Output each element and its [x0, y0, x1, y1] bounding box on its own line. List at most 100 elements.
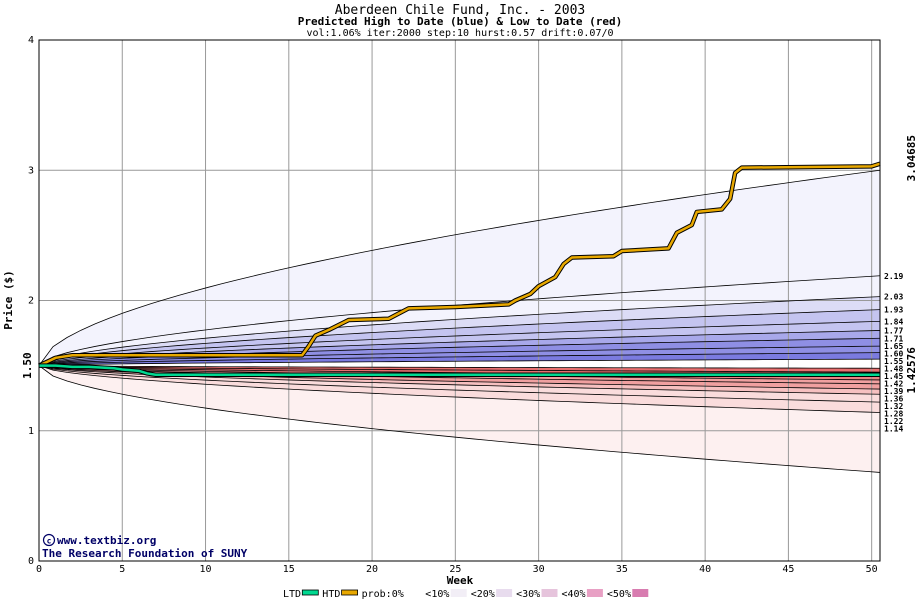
right-probability-label: 2.03	[884, 293, 903, 302]
right-probability-label: 1.45	[884, 372, 903, 381]
credit-site: www.textbiz.org	[57, 534, 156, 547]
x-tick-label: 40	[699, 564, 711, 575]
probability-band	[39, 338, 880, 366]
probability-band	[39, 170, 880, 366]
legend-label: LTD	[283, 589, 301, 600]
probability-band	[39, 365, 880, 403]
legend-swatch	[541, 589, 558, 597]
legend: LTD HTD prob:0% <10% <20% <30% <40% <50%	[283, 589, 649, 600]
right-probability-label: 1.39	[884, 387, 903, 396]
contour-line	[38, 320, 881, 367]
grid-lines	[38, 39, 880, 562]
legend-swatch	[632, 589, 649, 597]
x-axis-label: Week	[447, 574, 474, 587]
right-probability-label: 1.22	[884, 417, 903, 426]
probability-band	[39, 365, 880, 373]
chart-title: Aberdeen Chile Fund, Inc. - 2003	[335, 3, 585, 18]
right-probability-label: 1.14	[884, 425, 903, 434]
right-probability-label: 1.60	[884, 350, 903, 359]
chart-params: vol:1.06% iter:2000 step:10 hurst:0.57 d…	[306, 28, 613, 39]
contour-line	[38, 352, 881, 367]
right-probability-label: 1.77	[884, 326, 903, 335]
x-tick-label: 5	[119, 564, 125, 575]
contour-line	[38, 296, 881, 366]
series-line	[38, 162, 881, 367]
contour-line	[38, 365, 881, 413]
y-tick-label: 3	[28, 165, 34, 176]
contour-line	[38, 365, 881, 373]
right-probability-label: 1.28	[884, 410, 903, 419]
y-tick-label: 0	[28, 556, 34, 567]
probability-band	[39, 296, 880, 366]
htd-end-label: 3.04685	[905, 135, 918, 181]
legend-label: HTD	[322, 589, 340, 600]
probability-band	[39, 365, 880, 390]
probability-bands	[39, 170, 880, 473]
x-tick-label: 0	[36, 564, 42, 575]
probability-band	[39, 365, 880, 395]
x-axis-ticks: 0 5 10 15 20 25 30 35 40 45 50	[36, 564, 878, 575]
probability-band	[39, 365, 880, 384]
probability-band	[39, 321, 880, 366]
contour-line	[38, 345, 881, 367]
series-lines	[38, 161, 881, 377]
y-axis-label: Price ($)	[2, 270, 15, 330]
chart-subtitle: Predicted High to Date (blue) & Low to D…	[298, 15, 623, 28]
probability-band	[39, 365, 880, 473]
right-probability-label: 1.93	[884, 306, 903, 315]
contour-line	[38, 169, 881, 366]
right-probability-label: 1.42	[884, 380, 903, 389]
series-line	[39, 364, 880, 376]
right-probability-label: 1.71	[884, 334, 903, 343]
start-price-label: 1.50	[21, 352, 34, 379]
probability-band	[39, 346, 880, 366]
legend-label: <10%	[425, 589, 449, 600]
contour-line	[38, 358, 881, 367]
legend-swatch	[586, 589, 603, 597]
x-tick-label: 45	[782, 564, 794, 575]
right-probability-label: 1.65	[884, 342, 903, 351]
probability-band	[39, 365, 880, 413]
contour-line	[38, 365, 881, 385]
x-tick-label: 10	[200, 564, 212, 575]
x-tick-label: 30	[533, 564, 545, 575]
y-tick-label: 2	[28, 296, 34, 307]
legend-swatch	[341, 589, 359, 596]
legend-label: <30%	[516, 589, 540, 600]
legend-swatch	[450, 589, 467, 597]
copyright-icon: c	[42, 533, 56, 547]
probability-band	[39, 359, 880, 369]
y-axis-ticks: 0 1 2 3 4	[28, 35, 34, 567]
legend-label: <20%	[471, 589, 495, 600]
x-tick-label: 25	[449, 564, 461, 575]
legend-swatch	[496, 589, 513, 597]
right-probability-label: 1.55	[884, 357, 903, 366]
x-tick-label: 50	[866, 564, 878, 575]
probability-band	[39, 275, 880, 366]
contour-line	[38, 365, 881, 403]
contour-line	[38, 365, 881, 369]
legend-label: prob:0%	[362, 589, 404, 600]
right-probability-label: 2.19	[884, 272, 903, 281]
right-probability-labels: 2.19 2.03 1.93 1.841.771.711.651.601.551.48…	[884, 272, 903, 434]
plot-frame	[38, 39, 881, 562]
ltd-end-label: 1.42576	[905, 347, 918, 394]
y-tick-label: 4	[28, 35, 34, 46]
legend-swatch	[405, 589, 422, 597]
probability-band	[39, 330, 880, 366]
x-tick-label: 20	[366, 564, 378, 575]
right-probability-label: 1.32	[884, 402, 903, 411]
probability-band	[39, 309, 880, 366]
contour-line	[38, 309, 881, 366]
right-probability-label: 1.36	[884, 395, 903, 404]
svg-text:c: c	[47, 537, 52, 546]
y-tick-label: 1	[28, 426, 34, 437]
x-tick-label: 35	[616, 564, 628, 575]
contour-line	[38, 365, 881, 473]
right-probability-label: 1.48	[884, 365, 903, 374]
credit-org: The Research Foundation of SUNY	[42, 547, 248, 560]
right-probability-label: 1.84	[884, 317, 903, 326]
legend-label: <50%	[607, 589, 631, 600]
x-tick-label: 15	[283, 564, 295, 575]
